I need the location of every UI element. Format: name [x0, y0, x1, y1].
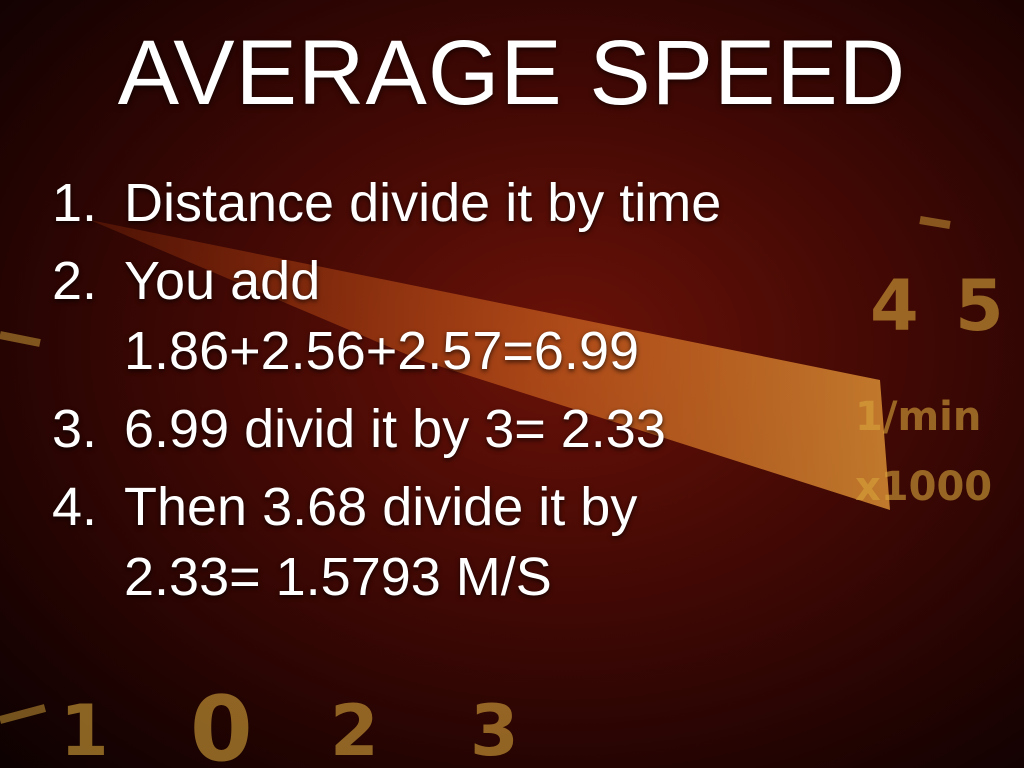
- list-item: 3. 6.99 divid it by 3= 2.33: [52, 394, 832, 464]
- item-text: Distance divide it by time: [124, 173, 722, 233]
- item-number: 4.: [52, 477, 98, 537]
- gauge-label: 2: [330, 690, 379, 768]
- gauge-label: 1: [60, 690, 109, 768]
- item-text: You add 1.86+2.56+2.57=6.99: [124, 251, 640, 381]
- steps-list: 1. Distance divide it by time 2. You add 1…: [52, 168, 832, 620]
- gauge-label: x1000: [855, 464, 992, 510]
- gauge-label: 3: [470, 690, 519, 768]
- gauge-label: 4: [870, 265, 919, 347]
- slide-title: AVERAGE SPEED: [117, 22, 907, 124]
- gauge-label: 0: [190, 677, 253, 768]
- gauge-label: 1/min: [855, 394, 981, 440]
- list-item: 1. Distance divide it by time: [52, 168, 832, 238]
- list-item: 4. Then 3.68 divide it by 2.33= 1.5793 M/…: [52, 472, 832, 612]
- item-number: 1.: [52, 173, 98, 233]
- needle: [90, 220, 890, 510]
- item-number: 3.: [52, 399, 98, 459]
- gauge-label: 5: [955, 265, 1004, 347]
- item-text: 6.99 divid it by 3= 2.33: [124, 399, 666, 459]
- list-item: 2. You add 1.86+2.56+2.57=6.99: [52, 246, 832, 386]
- item-number: 2.: [52, 251, 98, 311]
- item-text: Then 3.68 divide it by 2.33= 1.5793 M/S: [124, 477, 638, 607]
